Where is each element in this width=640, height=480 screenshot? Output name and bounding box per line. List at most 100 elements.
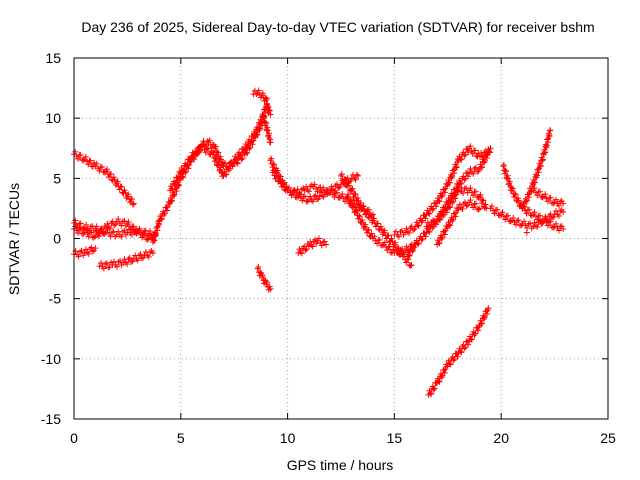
data-point (259, 272, 266, 279)
data-point (478, 150, 485, 157)
data-point (538, 218, 545, 225)
data-point (174, 177, 181, 184)
data-point (265, 103, 272, 110)
data-point (440, 186, 447, 193)
data-point (147, 249, 154, 256)
data-point (331, 193, 338, 200)
data-point (355, 172, 362, 179)
data-point (523, 229, 530, 236)
data-point (488, 203, 495, 210)
data-point (527, 212, 534, 219)
data-point (414, 240, 421, 247)
data-point (399, 227, 406, 234)
data-point (115, 216, 122, 223)
data-point (75, 155, 82, 162)
data-point (213, 155, 220, 162)
data-point (521, 203, 528, 210)
data-point (540, 217, 547, 224)
data-point (560, 225, 567, 232)
data-point (477, 191, 484, 198)
data-point (436, 378, 443, 385)
data-point (114, 263, 121, 270)
data-point (104, 166, 111, 173)
data-point (468, 169, 475, 176)
series-track-14 (295, 235, 330, 257)
data-point (200, 141, 207, 148)
data-point (143, 236, 150, 243)
data-point (504, 212, 511, 219)
data-point (264, 127, 271, 134)
data-point (553, 220, 560, 227)
series-track-22 (519, 127, 554, 212)
series-track-23 (530, 185, 567, 209)
data-point (476, 205, 483, 212)
data-point (311, 193, 318, 200)
data-point (357, 199, 364, 206)
data-point (475, 327, 482, 334)
data-point (405, 256, 412, 263)
data-point (371, 215, 378, 222)
data-point (503, 168, 510, 175)
data-point (403, 225, 410, 232)
data-point (308, 196, 315, 203)
data-point (340, 195, 347, 202)
data-point (205, 145, 212, 152)
data-point (510, 214, 517, 221)
data-point (502, 167, 509, 174)
data-point (252, 131, 259, 138)
data-point (302, 247, 309, 254)
data-point (312, 192, 319, 199)
x-tick-labels: 0 5 10 15 20 25 (70, 430, 616, 446)
y-tick-label: 10 (45, 110, 61, 126)
data-point (374, 220, 381, 227)
series-track-19 (425, 305, 492, 398)
data-point (286, 184, 293, 191)
data-point (291, 186, 298, 193)
chart-title: Day 236 of 2025, Sidereal Day-to-day VTE… (81, 19, 594, 35)
data-point (435, 378, 442, 385)
data-point (478, 164, 485, 171)
data-point (543, 142, 550, 149)
data-point (301, 193, 308, 200)
data-point (415, 241, 422, 248)
data-point (368, 214, 375, 221)
data-point (463, 203, 470, 210)
data-point (478, 320, 485, 327)
data-point (526, 206, 533, 213)
data-point (313, 240, 320, 247)
data-point (192, 153, 199, 160)
data-point (482, 201, 489, 208)
data-point (157, 215, 164, 222)
data-point (150, 249, 157, 256)
data-point (539, 157, 546, 164)
data-point (315, 235, 322, 242)
data-point (436, 198, 443, 205)
data-point (381, 239, 388, 246)
data-point (126, 254, 133, 261)
data-point (450, 167, 457, 174)
data-point (94, 231, 101, 238)
data-point (490, 207, 497, 214)
data-point (514, 195, 521, 202)
data-point (427, 223, 434, 230)
series-track-17 (423, 184, 490, 230)
data-point (352, 176, 359, 183)
data-point (525, 194, 532, 201)
data-point (304, 186, 311, 193)
data-point (533, 172, 540, 179)
data-point (333, 189, 340, 196)
data-point (469, 150, 476, 157)
data-point (257, 118, 264, 125)
data-point (481, 314, 488, 321)
data-point (163, 204, 170, 211)
data-point (349, 185, 356, 192)
data-point (180, 168, 187, 175)
data-point (392, 239, 399, 246)
data-point (465, 173, 472, 180)
data-point (443, 209, 450, 216)
data-point (253, 91, 260, 98)
data-point (311, 181, 318, 188)
data-point (378, 226, 385, 233)
data-point (487, 145, 494, 152)
data-point (314, 188, 321, 195)
